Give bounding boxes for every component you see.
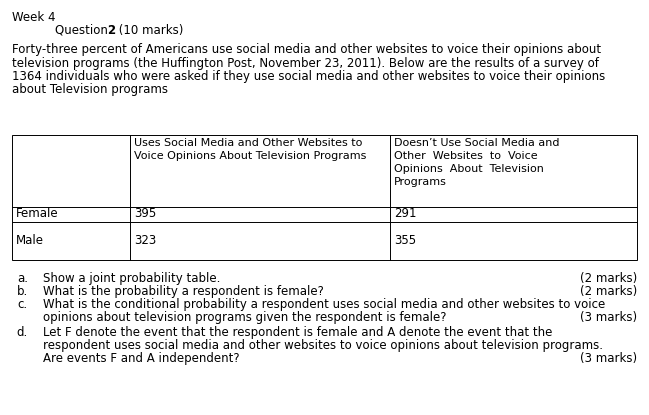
- Text: Week 4: Week 4: [12, 11, 56, 24]
- Text: about Television programs: about Television programs: [12, 83, 168, 97]
- Text: a.: a.: [17, 272, 28, 285]
- Text: What is the conditional probability a respondent uses social media and other web: What is the conditional probability a re…: [43, 298, 606, 311]
- Text: (3 marks): (3 marks): [580, 352, 637, 365]
- Text: 395: 395: [134, 207, 156, 220]
- Text: (3 marks): (3 marks): [580, 311, 637, 324]
- Text: 1364 individuals who were asked if they use social media and other websites to v: 1364 individuals who were asked if they …: [12, 70, 606, 83]
- Text: c.: c.: [18, 298, 28, 311]
- Bar: [12, 135, 637, 260]
- Text: 2: 2: [107, 24, 115, 37]
- Text: (2 marks): (2 marks): [580, 285, 637, 298]
- Text: 355: 355: [394, 234, 416, 247]
- Text: Are events F and A independent?: Are events F and A independent?: [43, 352, 239, 365]
- Text: Let F denote the event that the respondent is female and A denote the event that: Let F denote the event that the responde…: [43, 326, 552, 339]
- Text: Opinions  About  Television: Opinions About Television: [394, 164, 544, 174]
- Text: b.: b.: [17, 285, 28, 298]
- Text: (10 marks): (10 marks): [115, 24, 184, 37]
- Text: d.: d.: [17, 326, 28, 339]
- Text: Forty-three percent of Americans use social media and other websites to voice th: Forty-three percent of Americans use soc…: [12, 43, 601, 56]
- Text: Show a joint probability table.: Show a joint probability table.: [43, 272, 221, 285]
- Text: Programs: Programs: [394, 177, 447, 187]
- Text: respondent uses social media and other websites to voice opinions about televisi: respondent uses social media and other w…: [43, 339, 603, 352]
- Text: (2 marks): (2 marks): [580, 272, 637, 285]
- Text: Voice Opinions About Television Programs: Voice Opinions About Television Programs: [134, 151, 367, 161]
- Text: What is the probability a respondent is female?: What is the probability a respondent is …: [43, 285, 324, 298]
- Text: 323: 323: [134, 234, 156, 247]
- Text: Male: Male: [16, 234, 44, 247]
- Text: 291: 291: [394, 207, 417, 220]
- Text: Other  Websites  to  Voice: Other Websites to Voice: [394, 151, 537, 161]
- Text: Female: Female: [16, 207, 58, 220]
- Text: Question: Question: [55, 24, 112, 37]
- Text: opinions about television programs given the respondent is female?: opinions about television programs given…: [43, 311, 447, 324]
- Text: Doesn’t Use Social Media and: Doesn’t Use Social Media and: [394, 138, 559, 148]
- Text: Uses Social Media and Other Websites to: Uses Social Media and Other Websites to: [134, 138, 362, 148]
- Text: television programs (the Huffington Post, November 23, 2011). Below are the resu: television programs (the Huffington Post…: [12, 56, 599, 69]
